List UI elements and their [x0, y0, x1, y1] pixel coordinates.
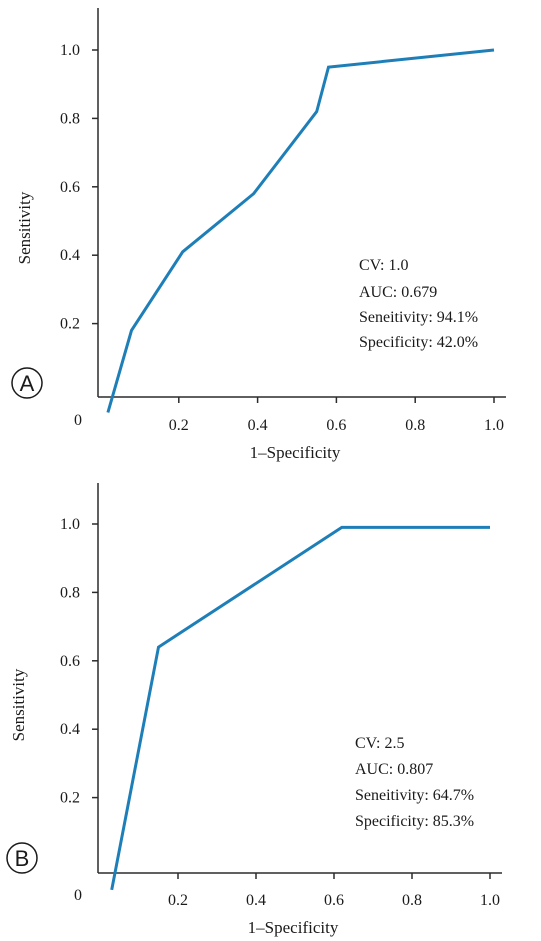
x-tick-label: 1.0: [480, 892, 500, 909]
y-tick-label: 0.4: [60, 247, 80, 264]
stats-annotation: AUC: 0.679: [359, 284, 437, 301]
x-tick-label: 0.8: [402, 892, 422, 909]
panel-badge-circle: [11, 367, 43, 399]
y-tick-label: 0.6: [60, 653, 80, 670]
x-axis-label: 1–Specificity: [250, 443, 341, 462]
y-tick-label: 0.2: [60, 316, 80, 333]
x-tick-label: 0.6: [324, 892, 344, 909]
x-tick-label: 1.0: [484, 417, 504, 434]
y-tick-label: 0.4: [60, 721, 80, 738]
x-axis-label: 1–Specificity: [248, 918, 339, 937]
panel-letter: A: [20, 371, 35, 396]
x-tick-label: 0.6: [326, 417, 346, 434]
y-tick-label: 0.6: [60, 179, 80, 196]
x-tick-label: 0.4: [248, 417, 268, 434]
stats-annotation: CV: 2.5: [355, 735, 404, 752]
y-tick-label: 0.8: [60, 584, 80, 601]
roc-curve-line: [110, 525, 490, 891]
origin-label: 0: [74, 887, 82, 904]
roc-curve-line: [106, 48, 495, 413]
y-axis-label: Sensitivity: [15, 191, 34, 264]
stats-annotation: CV: 1.0: [359, 257, 408, 274]
y-tick-label: 1.0: [60, 516, 80, 533]
stats-annotation: AUC: 0.807: [355, 761, 433, 778]
stats-annotation: Specificity: 85.3%: [355, 813, 474, 830]
origin-label: 0: [74, 412, 82, 429]
x-tick-label: 0.2: [169, 417, 189, 434]
y-axis-label: Sensitivity: [9, 668, 28, 741]
roc-panel-a: 0.2 0.4 0.6 0.8 1.0 0.2 0.4 0.6 0.8 1.0 0 1–Specifi…: [11, 8, 506, 462]
x-tick-label: 0.4: [246, 892, 266, 909]
x-tick-label: 0.2: [168, 892, 188, 909]
stats-annotation: Seneitivity: 64.7%: [355, 787, 474, 804]
y-tick-label: 0.8: [60, 110, 80, 127]
panel-letter: B: [15, 846, 30, 871]
y-tick-label: 0.2: [60, 790, 80, 807]
stats-annotation: Seneitivity: 94.1%: [359, 309, 478, 326]
stats-annotation: Specificity: 42.0%: [359, 334, 478, 351]
panel-badge-circle: [6, 842, 38, 874]
y-tick-label: 1.0: [60, 42, 80, 59]
roc-panel-b: 0.2 0.4 0.6 0.8 1.0 0.2 0.4 0.6 0.8 1.0 0 1–Specifi…: [6, 483, 502, 937]
x-tick-label: 0.8: [405, 417, 425, 434]
